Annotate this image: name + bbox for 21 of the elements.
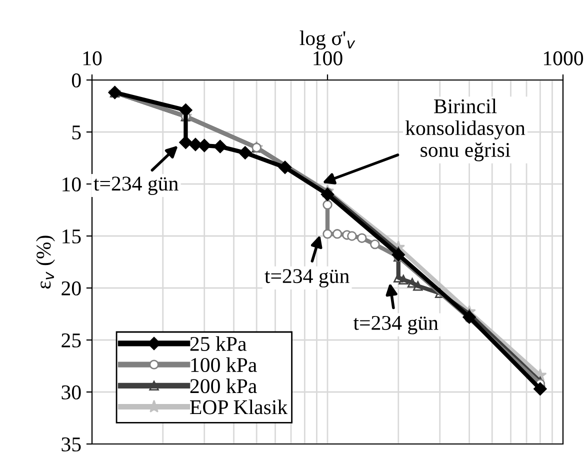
legend-label: EOP Klasik [190, 400, 288, 414]
y-tick-label: 15 [62, 229, 81, 244]
annotation: t=234 gün [264, 269, 350, 288]
y-tick-label: 20 [62, 281, 81, 296]
annotation: t=234 gün [94, 176, 178, 195]
x-tick-label: 100 [314, 51, 342, 66]
legend-label: 25 kPa [190, 336, 246, 351]
y-tick-label: 5 [72, 126, 81, 140]
annotation: Birincil konsolidasyon sonu eğrisi [405, 98, 526, 162]
y-tick-label: 25 [62, 333, 81, 348]
y-tick-label: 0 [72, 73, 81, 88]
legend-label: 200 kPa [190, 378, 257, 394]
x-tick-label: 10 [83, 51, 102, 66]
y-tick-label: 30 [62, 385, 81, 400]
y-axis-title: ε$_{v}$ (%) [36, 236, 55, 289]
x-axis-title: log σ'$_{v}$ [300, 30, 356, 50]
x-tick-label: 1000 [544, 51, 584, 66]
y-tick-label: 35 [62, 437, 81, 452]
legend-label: 100 kPa [191, 357, 257, 372]
annotation: t=234 gün [353, 316, 438, 334]
y-tick-label: 10 [62, 177, 81, 192]
